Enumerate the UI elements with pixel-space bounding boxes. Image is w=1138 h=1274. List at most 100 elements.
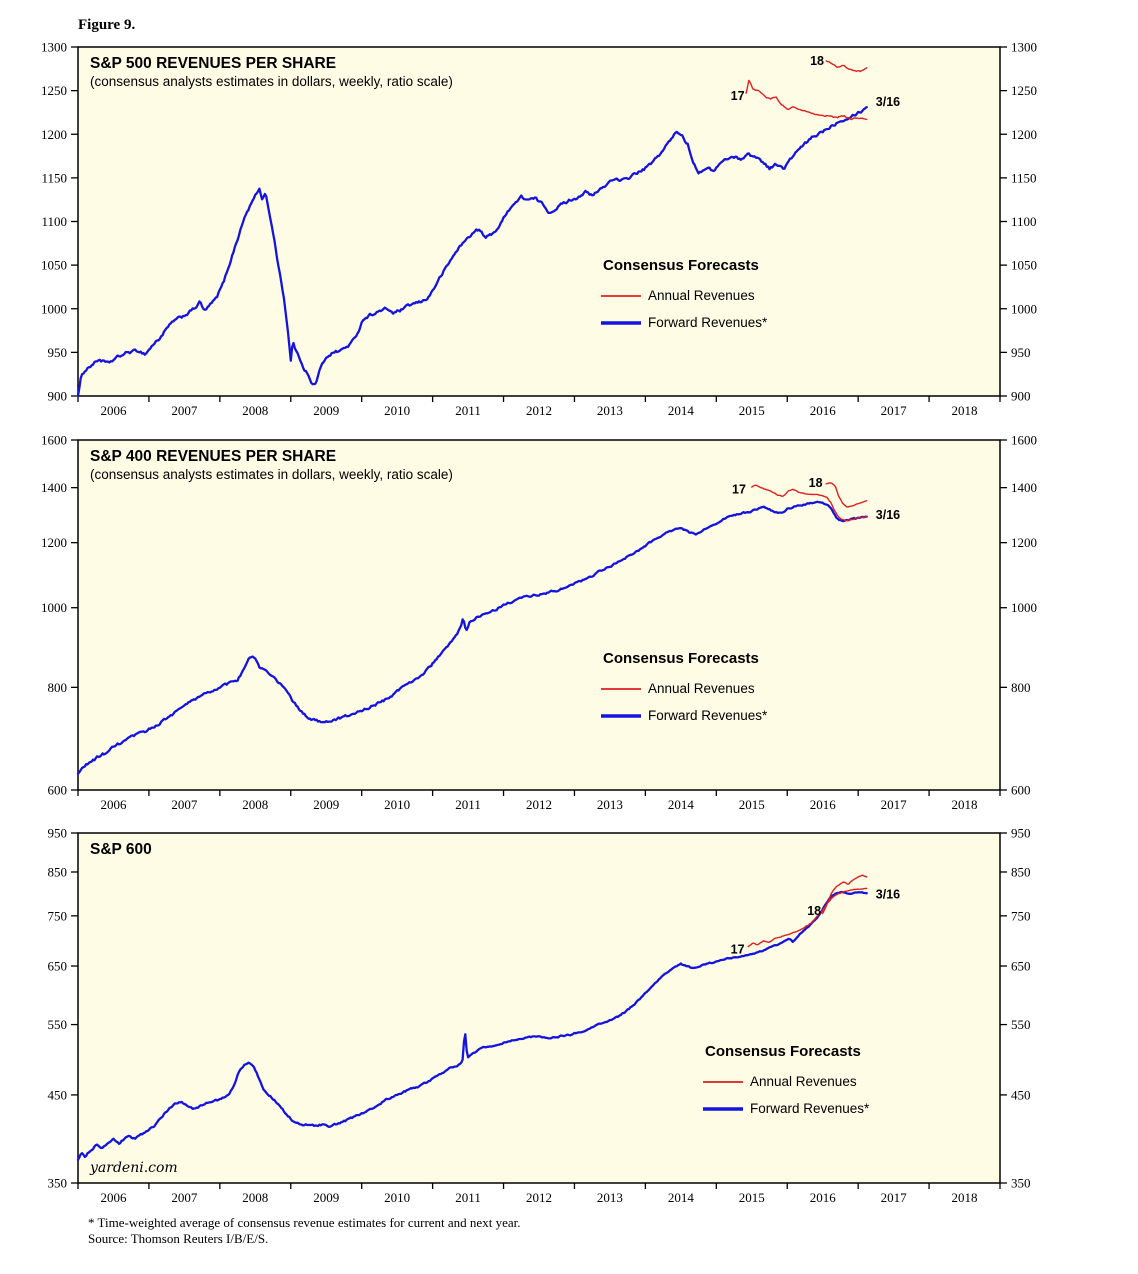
y-tick-label: 800	[48, 680, 68, 695]
y-tick-label: 550	[1011, 1017, 1031, 1032]
x-year-label: 2012	[526, 1190, 552, 1205]
series-annual-revenues-17	[747, 887, 868, 948]
y-tick-label: 1200	[1011, 535, 1037, 550]
legend-title: Consensus Forecasts	[705, 1043, 861, 1060]
panel-3-frame	[77, 832, 1001, 1184]
y-tick-label: 450	[48, 1087, 68, 1102]
y-tick-label: 1400	[41, 480, 67, 495]
x-year-label: 2014	[668, 797, 695, 812]
x-year-label: 2006	[100, 1190, 127, 1205]
y-tick-label: 1000	[1011, 600, 1037, 615]
annotation-3-16: 3/16	[876, 95, 900, 109]
x-year-label: 2012	[526, 797, 552, 812]
x-year-label: 2007	[171, 797, 198, 812]
panel-title: S&P 500 REVENUES PER SHARE	[90, 55, 336, 72]
series-annual-revenues-18	[825, 60, 868, 73]
y-tick-label: 1150	[41, 170, 67, 185]
x-year-label: 2017	[881, 797, 908, 812]
x-year-label: 2017	[881, 1190, 908, 1205]
y-tick-label: 1250	[41, 83, 67, 98]
y-tick-label: 1150	[1011, 170, 1037, 185]
x-year-label: 2007	[171, 1190, 198, 1205]
figure-label: Figure 9.	[78, 17, 135, 33]
y-tick-label: 450	[1011, 1087, 1031, 1102]
x-year-label: 2014	[668, 1190, 695, 1205]
y-tick-label: 950	[1011, 345, 1031, 360]
y-tick-label: 600	[48, 783, 68, 798]
y-tick-label: 350	[1011, 1176, 1031, 1191]
x-year-label: 2018	[952, 1190, 978, 1205]
annotation-17: 17	[732, 483, 746, 497]
panel-subtitle: (consensus analysts estimates in dollars…	[90, 74, 453, 89]
y-tick-label: 1050	[1011, 258, 1037, 273]
x-year-label: 2008	[242, 403, 268, 418]
y-tick-label: 600	[1011, 783, 1031, 798]
x-year-label: 2013	[597, 797, 623, 812]
annotation-3-16: 3/16	[876, 508, 900, 522]
y-tick-label: 800	[1011, 680, 1031, 695]
legend-item-label: Forward Revenues*	[648, 315, 768, 330]
watermark-yardeni: yardeni.com	[89, 1160, 178, 1176]
annotation-18: 18	[809, 476, 823, 490]
y-tick-label: 1200	[1011, 127, 1037, 142]
x-year-label: 2013	[597, 403, 623, 418]
panel-2-frame	[77, 439, 1001, 791]
y-tick-label: 1400	[1011, 480, 1037, 495]
x-year-label: 2010	[384, 1190, 410, 1205]
y-tick-label: 650	[1011, 959, 1031, 974]
x-year-label: 2007	[171, 403, 198, 418]
y-tick-label: 1600	[1011, 433, 1037, 448]
y-tick-label: 850	[1011, 864, 1031, 879]
legend-item-label: Annual Revenues	[648, 288, 755, 303]
x-year-label: 2015	[739, 797, 765, 812]
series-annual-revenues-18	[825, 482, 868, 508]
series-annual-revenues-17	[745, 79, 868, 121]
x-year-label: 2010	[384, 797, 410, 812]
y-tick-label: 1000	[41, 600, 67, 615]
x-year-label: 2011	[455, 797, 481, 812]
panel-title: S&P 400 REVENUES PER SHARE	[90, 448, 336, 465]
x-year-label: 2008	[242, 1190, 268, 1205]
annotation-18: 18	[807, 904, 821, 918]
y-tick-label: 1100	[41, 214, 67, 229]
y-tick-label: 1100	[1011, 214, 1037, 229]
x-year-label: 2011	[455, 1190, 481, 1205]
x-year-label: 2008	[242, 797, 268, 812]
series-forward-revenues	[76, 500, 868, 775]
x-year-label: 2010	[384, 403, 410, 418]
y-tick-label: 650	[48, 959, 68, 974]
x-year-label: 2017	[881, 403, 908, 418]
y-tick-label: 750	[48, 908, 68, 923]
x-year-label: 2012	[526, 403, 552, 418]
legend-item-label: Forward Revenues*	[648, 708, 768, 723]
footnote-source: Source: Thomson Reuters I/B/E/S.	[88, 1231, 268, 1246]
y-tick-label: 1200	[41, 535, 67, 550]
y-tick-label: 1300	[1011, 40, 1037, 55]
legend-title: Consensus Forecasts	[603, 257, 759, 274]
x-year-label: 2006	[100, 403, 127, 418]
x-year-label: 2009	[313, 797, 339, 812]
panel-1-frame	[77, 46, 1001, 397]
y-tick-label: 950	[48, 826, 68, 841]
legend-item-label: Annual Revenues	[750, 1074, 857, 1089]
y-tick-label: 850	[48, 864, 68, 879]
annotation-17: 17	[731, 89, 745, 103]
legend-item-label: Annual Revenues	[648, 681, 755, 696]
y-tick-label: 1250	[1011, 83, 1037, 98]
x-year-label: 2011	[455, 403, 481, 418]
annotation-3-16: 3/16	[876, 888, 900, 902]
series-forward-revenues	[76, 106, 868, 398]
y-tick-label: 950	[48, 345, 68, 360]
generated-chart-layer: 900 900 950 950 1000 1000 1050 1050 1100 1100 1150…	[41, 40, 1037, 1206]
panel-title: S&P 600	[90, 841, 152, 858]
x-year-label: 2016	[810, 403, 837, 418]
y-tick-label: 750	[1011, 908, 1031, 923]
series-annual-revenues-17	[751, 484, 868, 522]
x-year-label: 2009	[313, 403, 339, 418]
annotation-17: 17	[731, 943, 745, 957]
y-tick-label: 900	[1011, 389, 1031, 404]
y-tick-label: 1000	[1011, 301, 1037, 316]
series-annual-revenues-18	[822, 874, 868, 915]
